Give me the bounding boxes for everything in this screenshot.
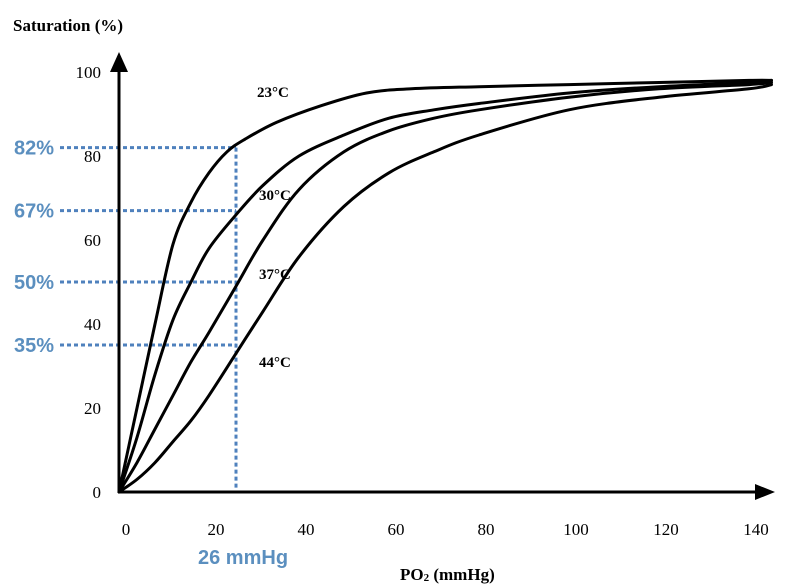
x-axis-title-unit: (mmHg) xyxy=(429,565,495,584)
guide-lines xyxy=(60,146,238,492)
x-tick-120: 120 xyxy=(653,520,679,539)
curve-label-37-c: 37°C xyxy=(259,267,291,283)
x-tick-100: 100 xyxy=(563,520,589,539)
x-tick-40: 40 xyxy=(298,520,315,539)
y-axis-arrowhead xyxy=(110,52,128,72)
x-tick-20: 20 xyxy=(208,520,225,539)
x-tick-80: 80 xyxy=(478,520,495,539)
curve-37-c xyxy=(117,81,773,494)
x-tick-0: 0 xyxy=(122,520,131,539)
x-tick-140: 140 xyxy=(743,520,769,539)
x-axis-title: PO2 (mmHg) xyxy=(400,565,495,584)
y-tick-0: 0 xyxy=(93,483,102,502)
annotation-67-percent: 67% xyxy=(14,201,54,223)
annotation-35-percent: 35% xyxy=(14,335,54,357)
x-tick-60: 60 xyxy=(388,520,405,539)
annotation-82-percent: 82% xyxy=(14,138,54,160)
y-tick-40: 40 xyxy=(84,315,101,334)
x-tick-labels: 0 20 40 60 80 100 120 140 xyxy=(122,520,769,539)
y-axis-title: Saturation (%) xyxy=(13,16,123,35)
curve-30-c xyxy=(117,78,773,494)
y-tick-labels: 0 20 40 60 80 100 xyxy=(76,63,102,502)
y-tick-100: 100 xyxy=(76,63,102,82)
y-tick-60: 60 xyxy=(84,231,101,250)
annotation-26-mmhg: 26 mmHg xyxy=(198,547,288,569)
curve-label-23-c: 23°C xyxy=(257,85,289,101)
curve-labels: 23°C 30°C 37°C 44°C xyxy=(257,85,291,371)
y-tick-20: 20 xyxy=(84,399,101,418)
x-axis-arrowhead xyxy=(755,484,775,500)
curve-label-30-c: 30°C xyxy=(259,188,291,204)
y-tick-80: 80 xyxy=(84,147,101,166)
x-axis-title-subscript: 2 xyxy=(424,572,430,584)
curve-23-c xyxy=(117,78,773,494)
curve-44-c xyxy=(117,83,773,494)
curves xyxy=(117,78,773,494)
x-axis-title-main: PO xyxy=(400,565,424,584)
annotation-labels: 82% 67% 50% 35% 26 mmHg xyxy=(14,138,288,569)
annotation-50-percent: 50% xyxy=(14,272,54,294)
curve-label-44-c: 44°C xyxy=(259,355,291,371)
